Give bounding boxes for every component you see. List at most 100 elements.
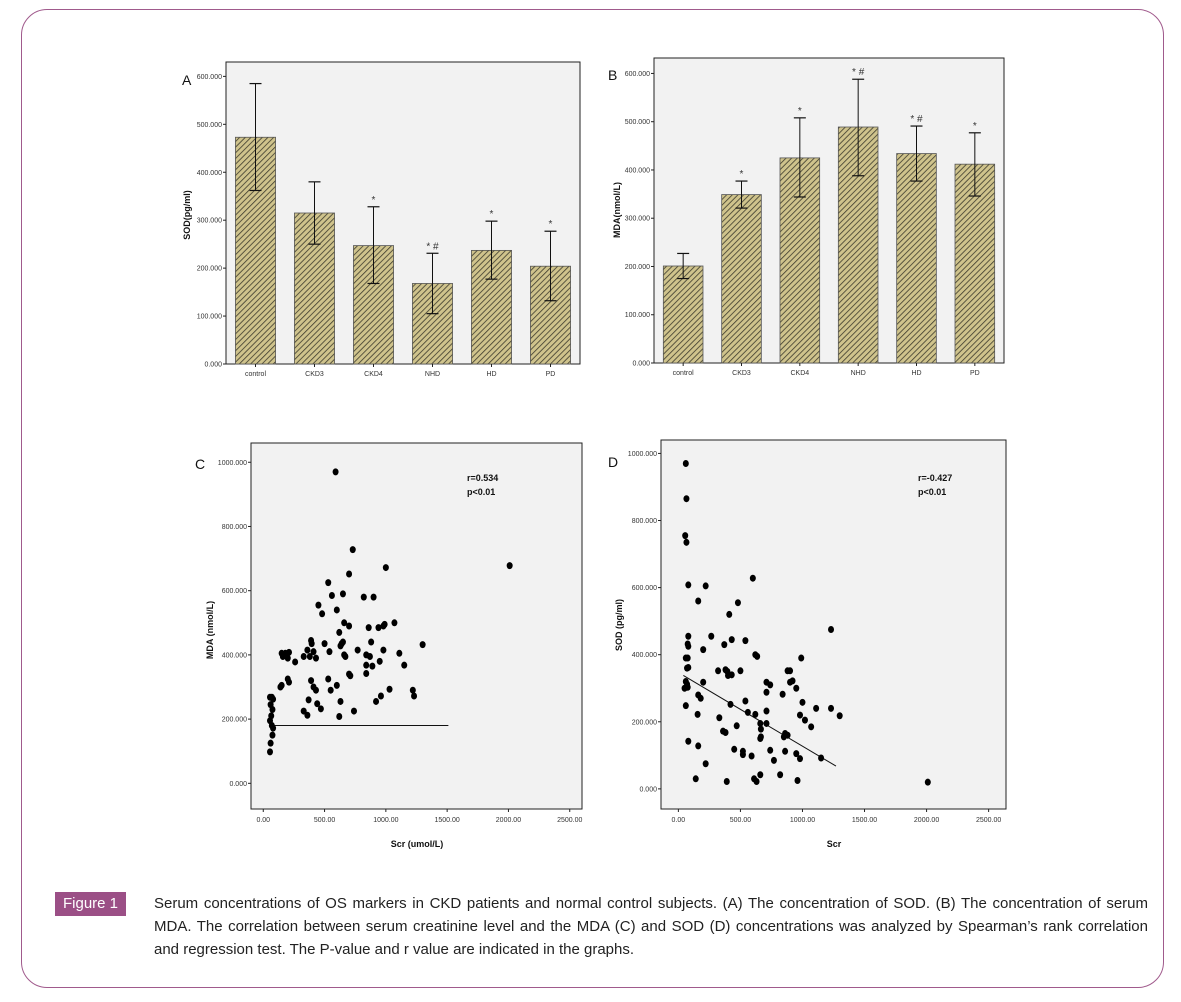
y-tick-label: 600.000 (625, 71, 650, 78)
data-point (319, 610, 326, 618)
data-point (734, 599, 741, 607)
significance-marker: * (973, 121, 977, 132)
x-axis-title: Scr (umol/L) (391, 839, 444, 849)
data-point (350, 707, 357, 715)
y-tick-label: 0.000 (632, 361, 650, 368)
significance-marker: * # (852, 67, 865, 78)
data-point (700, 646, 707, 654)
y-tick-label: 500.000 (197, 122, 222, 129)
data-point (702, 760, 709, 768)
stat-p: p<0.01 (918, 487, 946, 497)
data-point (325, 579, 332, 587)
data-point (286, 648, 293, 656)
panel-letter-b: B (608, 67, 617, 83)
data-point (308, 677, 315, 685)
chart-d-sod-scatter: D 0.000 200.000 400.000 600.000 800.000 1000.… (608, 439, 1007, 849)
data-point (763, 707, 770, 715)
data-point (419, 641, 426, 649)
data-point (269, 731, 276, 739)
data-point (808, 723, 815, 731)
x-tick-label: 2500.00 (557, 817, 582, 824)
x-tick-label: HD (486, 371, 496, 378)
data-point (799, 698, 806, 706)
data-point (728, 636, 735, 644)
data-point (304, 646, 311, 654)
data-point (315, 601, 322, 609)
y-axis-title: SOD(pg/ml) (182, 190, 192, 240)
data-point (733, 722, 740, 730)
data-point (682, 702, 689, 710)
data-point (737, 667, 744, 675)
data-point (304, 711, 311, 719)
y-tick-label: 200.000 (632, 719, 657, 726)
y-tick-label: 600.000 (632, 585, 657, 592)
x-tick-label: CKD4 (364, 371, 383, 378)
y-tick-label: 200.000 (197, 266, 222, 273)
data-point (310, 648, 317, 656)
data-point (269, 705, 276, 713)
y-tick-label: 800.000 (222, 524, 247, 531)
x-tick-label: 500.00 (730, 817, 752, 824)
y-tick-label: 400.000 (625, 167, 650, 174)
data-point (763, 719, 770, 727)
y-tick-label: 300.000 (625, 216, 650, 223)
y-tick-label: 400.000 (222, 652, 247, 659)
x-tick-label: 2000.00 (914, 817, 939, 824)
y-tick-label: 200.000 (625, 264, 650, 271)
data-point (377, 692, 384, 700)
data-point (742, 637, 749, 645)
data-point (685, 663, 692, 671)
data-point (722, 729, 729, 737)
panel-letter-d: D (608, 454, 618, 470)
plot-area (660, 439, 1007, 810)
y-tick-label: 0.000 (639, 786, 657, 793)
data-point (349, 546, 356, 554)
x-tick-label: 1500.00 (852, 817, 877, 824)
x-tick-label: control (673, 370, 694, 377)
data-point (380, 646, 387, 654)
data-point (723, 777, 730, 785)
significance-marker: * (549, 219, 553, 230)
data-point (270, 724, 277, 732)
data-point (695, 742, 702, 750)
data-point (401, 661, 408, 669)
data-point (685, 642, 692, 650)
y-tick-label: 400.000 (197, 170, 222, 177)
significance-marker: * (798, 106, 802, 117)
data-point (363, 661, 370, 669)
data-point (278, 681, 285, 689)
x-tick-label: 0.00 (256, 817, 270, 824)
data-point (796, 711, 803, 719)
data-point (682, 532, 689, 540)
data-point (694, 710, 701, 718)
data-point (284, 654, 291, 662)
x-tick-label: 1500.00 (434, 817, 459, 824)
data-point (346, 622, 353, 630)
data-point (325, 675, 332, 683)
plot-area (653, 57, 1005, 364)
data-point (336, 713, 343, 721)
y-tick-label: 100.000 (197, 314, 222, 321)
data-point (828, 626, 835, 634)
data-point (767, 681, 774, 689)
data-point (794, 776, 801, 784)
data-point (333, 606, 340, 614)
y-tick-label: 400.000 (632, 652, 657, 659)
data-point (327, 686, 334, 694)
chart-c-mda-scatter: C 0.000 200.000 400.000 600.000 800.000 1000.… (195, 442, 583, 849)
data-point (411, 692, 418, 700)
figure-frame (21, 9, 1164, 988)
data-point (683, 495, 690, 503)
data-point (373, 697, 380, 705)
data-point (753, 777, 760, 785)
data-point (924, 778, 931, 786)
data-point (754, 652, 761, 660)
panel-letter-c: C (195, 456, 205, 472)
data-point (796, 755, 803, 763)
data-point (354, 646, 361, 654)
data-point (763, 688, 770, 696)
data-point (744, 708, 751, 716)
data-point (739, 751, 746, 759)
panel-letter-a: A (182, 72, 192, 88)
x-tick-label: 500.00 (314, 817, 336, 824)
